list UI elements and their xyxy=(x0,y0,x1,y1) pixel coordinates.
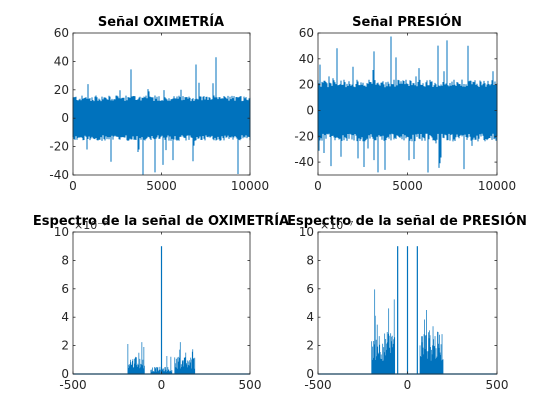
spectrum-band xyxy=(127,342,145,374)
x-tick-label: 0 xyxy=(69,179,77,193)
y-tick-label: 20 xyxy=(299,78,314,92)
x-tick-label: 500 xyxy=(239,378,262,392)
y-tick-label: -20 xyxy=(294,129,314,143)
y-tick-label: 2 xyxy=(306,339,314,353)
axes-title: Espectro de la señal de OXIMETRÍA xyxy=(33,213,289,229)
y-tick-label: 20 xyxy=(54,83,69,97)
x-tick-label: 10000 xyxy=(478,179,516,193)
x-tick-label: 5000 xyxy=(392,179,423,193)
axes-title: Señal PRESIÓN xyxy=(352,14,462,30)
y-tick-label: 10 xyxy=(54,225,69,239)
y-tick-label: 4 xyxy=(61,310,69,324)
exponent-label: ×10⁻⁷ xyxy=(74,219,107,232)
x-tick-label: 5000 xyxy=(146,179,177,193)
x-tick-label: 0 xyxy=(158,378,166,392)
y-tick-label: 2 xyxy=(61,339,69,353)
y-tick-label: 10 xyxy=(299,225,314,239)
x-tick-label: 0 xyxy=(404,378,412,392)
spectrum-band xyxy=(419,310,444,374)
y-tick-label: 60 xyxy=(54,26,69,40)
x-tick-label: -500 xyxy=(59,378,86,392)
y-tick-label: 6 xyxy=(61,282,69,296)
axes-title: Señal OXIMETRÍA xyxy=(98,14,224,30)
y-tick-label: 40 xyxy=(299,52,314,66)
y-tick-label: -40 xyxy=(49,168,69,182)
y-tick-label: -20 xyxy=(49,140,69,154)
y-tick-label: 0 xyxy=(306,103,314,117)
spectrum-band xyxy=(174,342,196,374)
y-tick-label: 0 xyxy=(61,111,69,125)
spectrum-band xyxy=(371,289,396,374)
spectrum-band xyxy=(162,356,173,374)
axes-title: Espectro de la señal de PRESIÓN xyxy=(287,213,527,229)
y-tick-label: 6 xyxy=(306,282,314,296)
y-tick-label: 8 xyxy=(306,253,314,267)
exponent-label: ×10⁻⁷ xyxy=(320,219,353,232)
y-tick-label: 4 xyxy=(306,310,314,324)
y-tick-label: 0 xyxy=(61,367,69,381)
x-tick-label: 500 xyxy=(486,378,509,392)
x-tick-label: 10000 xyxy=(231,179,269,193)
y-tick-label: 0 xyxy=(306,367,314,381)
x-tick-label: -500 xyxy=(304,378,331,392)
y-tick-label: 60 xyxy=(299,26,314,40)
y-tick-label: 8 xyxy=(61,253,69,267)
y-tick-label: 40 xyxy=(54,54,69,68)
axes-oximetria-signal: 0 5000 10000 -40 -20 0 20 40 60 Señal OXIMETRÍA xyxy=(49,14,269,193)
spectrum-band xyxy=(150,366,161,374)
y-tick-label: -40 xyxy=(294,155,314,169)
axes-presion-signal: 0 5000 10000 -40 -20 0 20 40 60 Señal PRESIÓN xyxy=(294,14,516,193)
x-tick-label: 0 xyxy=(314,179,322,193)
